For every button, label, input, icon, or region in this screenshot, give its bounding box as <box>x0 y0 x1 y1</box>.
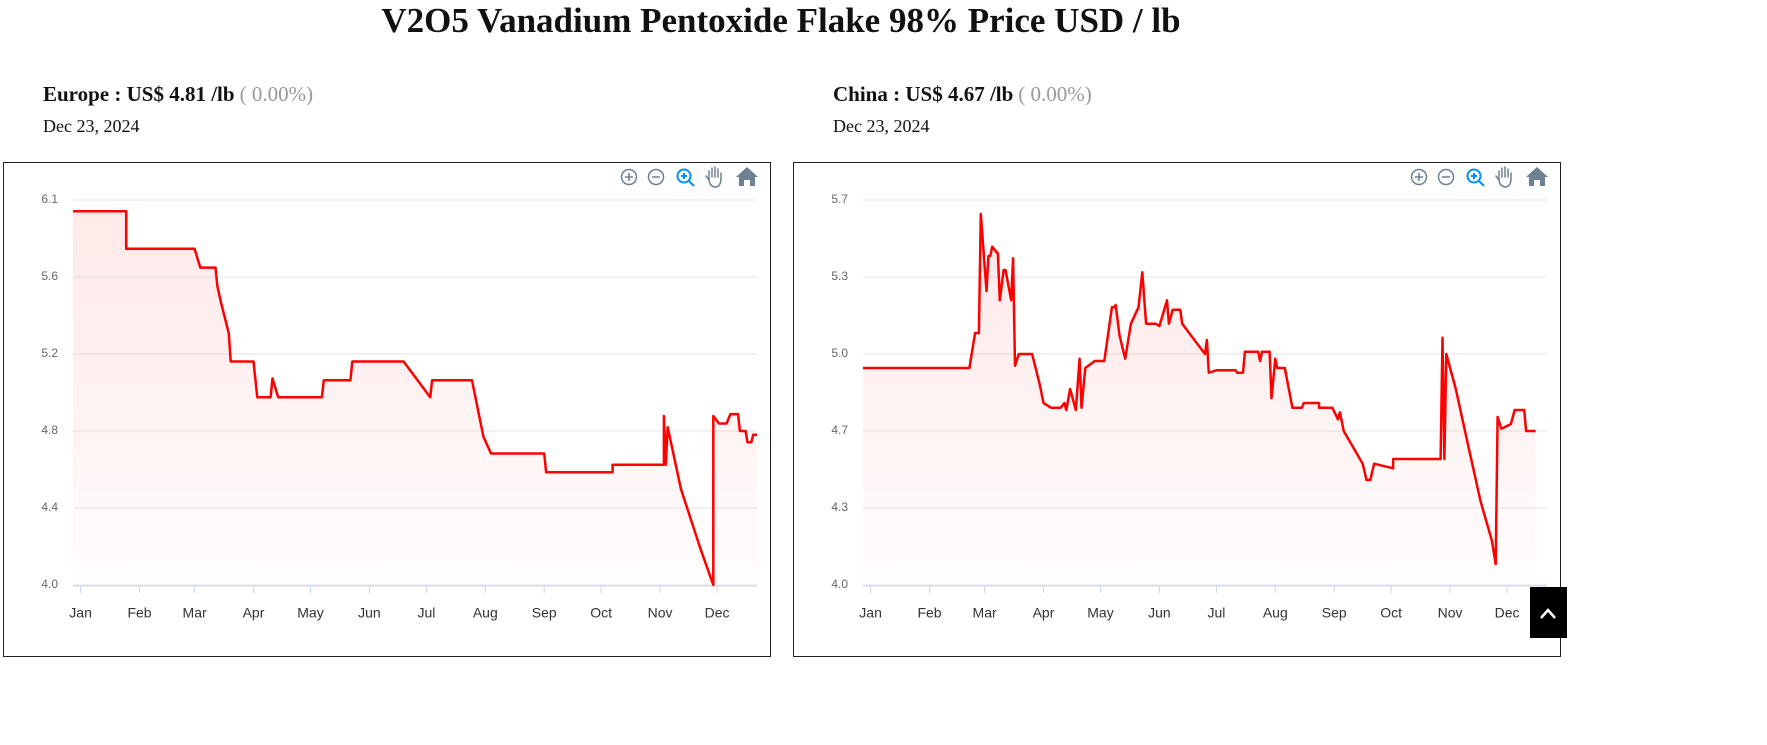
price-line <box>73 210 757 587</box>
x-tick-label: Sep <box>532 605 557 621</box>
zoom-in-icon[interactable] <box>625 173 633 181</box>
x-tick-label: Oct <box>590 605 612 621</box>
y-tick-label: 6.1 <box>41 192 58 206</box>
x-tick-label: Jun <box>1148 605 1171 621</box>
x-tick-label: Mar <box>183 605 207 621</box>
zoom-out-button[interactable] <box>647 168 665 186</box>
x-tick-label: Apr <box>1033 605 1055 621</box>
price-line <box>863 212 1536 566</box>
x-tick-label: Jul <box>1207 605 1225 621</box>
selection-zoom-button[interactable] <box>676 168 692 184</box>
selection-zoom-icon[interactable] <box>1471 173 1485 187</box>
selection-zoom-icon[interactable] <box>681 173 695 187</box>
reset-zoom-button[interactable] <box>1526 167 1548 186</box>
x-tick-label: Mar <box>973 605 997 621</box>
x-tick-label: Nov <box>648 605 673 621</box>
x-tick-label: Dec <box>705 605 730 621</box>
y-tick-label: 5.6 <box>41 269 58 283</box>
y-tick-label: 4.0 <box>41 577 58 591</box>
back-to-top[interactable] <box>1530 587 1567 638</box>
x-tick-label: May <box>297 605 323 621</box>
zoom-in-button[interactable] <box>620 168 638 186</box>
x-tick-label: Jun <box>358 605 381 621</box>
y-tick-label: 4.7 <box>831 423 848 437</box>
price-date: Dec 23, 2024 <box>43 116 139 136</box>
zoom-in-button[interactable] <box>1410 168 1428 186</box>
zoom-in-icon[interactable] <box>1415 173 1423 181</box>
x-tick-label: Apr <box>243 605 265 621</box>
y-tick-label: 4.8 <box>41 423 58 437</box>
price-change: ( 0.00%) <box>1018 82 1091 106</box>
reset-zoom-button[interactable] <box>736 167 758 186</box>
area-fill <box>863 214 1536 585</box>
x-tick-label: May <box>1087 605 1113 621</box>
x-tick-label: Aug <box>1263 605 1288 621</box>
price-heading: China : US$ 4.67 /lb <box>833 82 1013 106</box>
y-tick-label: 4.3 <box>831 500 848 514</box>
price-change: ( 0.00%) <box>240 82 313 106</box>
x-tick-label: Jan <box>69 605 92 621</box>
x-tick-label: Nov <box>1438 605 1463 621</box>
chart-panel: China : US$ 4.67 /lb( 0.00%) Dec 23, 2024… <box>793 82 1561 657</box>
x-tick-label: Aug <box>473 605 498 621</box>
y-tick-label: 4.0 <box>831 577 848 591</box>
x-tick-label: Dec <box>1495 605 1520 621</box>
chart-panel: Europe : US$ 4.81 /lb( 0.00%) Dec 23, 202… <box>3 82 771 657</box>
y-tick-label: 4.4 <box>41 500 58 514</box>
pan-button[interactable] <box>705 166 722 188</box>
x-tick-label: Oct <box>1380 605 1402 621</box>
price-date: Dec 23, 2024 <box>833 116 929 136</box>
x-tick-label: Jan <box>859 605 882 621</box>
area-fill <box>73 211 757 586</box>
y-tick-label: 5.3 <box>831 269 848 283</box>
zoom-out-button[interactable] <box>1437 168 1455 186</box>
price-heading: Europe : US$ 4.81 /lb <box>43 82 235 106</box>
pan-button[interactable] <box>1495 166 1512 188</box>
chevron-icon[interactable] <box>1540 608 1556 619</box>
x-tick-label: Jul <box>417 605 435 621</box>
y-tick-label: 5.2 <box>41 346 58 360</box>
chart-toolbar[interactable] <box>620 166 759 188</box>
y-tick-label: 5.7 <box>831 192 848 206</box>
chart-toolbar[interactable] <box>1410 166 1549 188</box>
x-tick-label: Feb <box>127 605 151 621</box>
page-title: V2O5 Vanadium Pentoxide Flake 98% Price … <box>381 1 1180 40</box>
back-to-top-bg[interactable] <box>1530 587 1567 638</box>
y-tick-label: 5.0 <box>831 346 848 360</box>
x-tick-label: Feb <box>917 605 941 621</box>
x-tick-label: Sep <box>1322 605 1347 621</box>
selection-zoom-button[interactable] <box>1466 168 1482 184</box>
